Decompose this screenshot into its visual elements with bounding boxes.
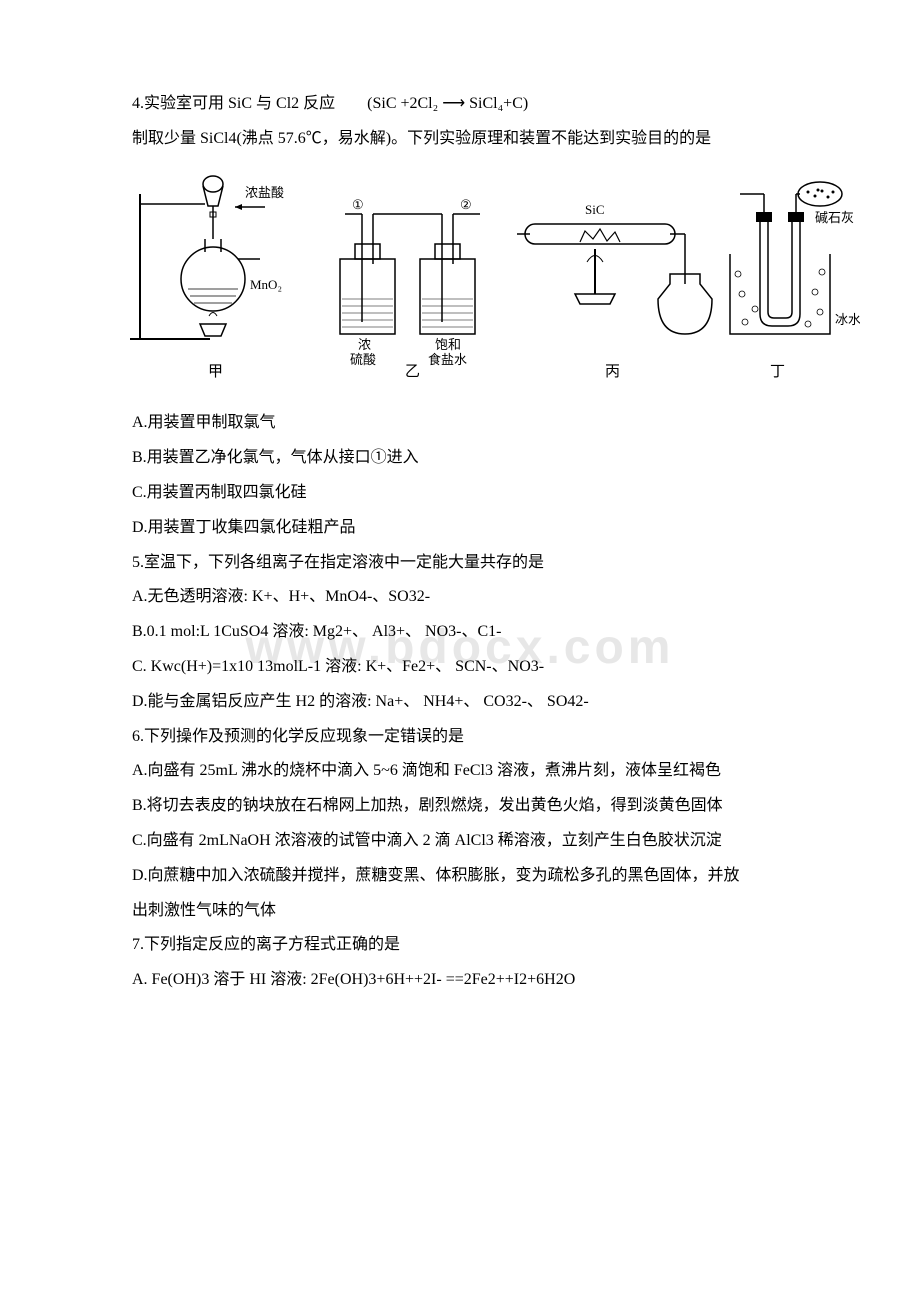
apparatus-jia: 浓盐酸 MnO₂ — [130, 176, 284, 339]
q5-optB: B.0.1 mol:L 1CuSO4 溶液: Mg2+、 Al3+、 NO3-、… — [40, 618, 880, 647]
q6-optA: A.向盛有 25mL 沸水的烧杯中滴入 5~6 滴饱和 FeCl3 溶液，煮沸片… — [40, 757, 880, 786]
label-jia: 甲 — [208, 364, 223, 379]
label-sic: SiC — [585, 202, 605, 217]
label-caoh: 碱石灰 — [815, 210, 854, 225]
label-yi: 乙 — [405, 364, 420, 379]
q4-optC: C.用装置丙制取四氯化硅 — [40, 479, 880, 508]
q4-equation: (SiC +2Cl₂ ⟶ SiCl₄+C) — [335, 90, 528, 119]
apparatus-yi: ① ② 浓 硫酸 饱和 食盐水 — [340, 197, 480, 367]
q4-diagrams: 浓盐酸 MnO₂ ① — [40, 164, 880, 390]
q5-optA: A.无色透明溶液: K+、H+、MnO4-、SO32- — [40, 583, 880, 612]
q7-optA: A. Fe(OH)3 溶于 HI 溶液: 2Fe(OH)3+6H++2I- ==… — [40, 966, 880, 995]
label-mno2: MnO₂ — [250, 277, 282, 292]
q6-stem: 6.下列操作及预测的化学反应现象一定错误的是 — [40, 723, 880, 752]
label-nacl-1: 饱和 — [435, 337, 461, 352]
q4-optD: D.用装置丁收集四氯化硅粗产品 — [40, 514, 880, 543]
q7-stem: 7.下列指定反应的离子方程式正确的是 — [40, 931, 880, 960]
q4-optB: B.用装置乙净化氯气，气体从接口①进入 — [40, 444, 880, 473]
q5-optC: C. Kwc(H+)=1x10 13molL-1 溶液: K+、Fe2+、 SC… — [40, 653, 880, 682]
apparatus-ding: 碱石灰 冰水 — [730, 182, 860, 334]
label-h2so4-1: 浓 — [358, 337, 371, 352]
label-ding: 丁 — [770, 364, 785, 379]
q6-optD2: 出刺激性气味的气体 — [40, 897, 880, 926]
apparatus-diagram: 浓盐酸 MnO₂ ① — [120, 164, 860, 379]
label-bing: 丙 — [605, 364, 620, 379]
label-port2: ② — [460, 197, 472, 212]
q6-optD: D.向蔗糖中加入浓硫酸并搅拌，蔗糖变黑、体积膨胀，变为疏松多孔的黑色固体，并放 — [40, 862, 880, 891]
apparatus-bing: SiC — [517, 202, 712, 334]
q4-line1: 4.实验室可用 SiC 与 Cl2 反应(SiC +2Cl₂ ⟶ SiCl₄+C… — [40, 90, 880, 119]
label-ice: 冰水 — [835, 312, 860, 327]
label-nacl-2: 食盐水 — [428, 352, 467, 367]
q6-optB: B.将切去表皮的钠块放在石棉网上加热，剧烈燃烧，发出黄色火焰，得到淡黄色固体 — [40, 792, 880, 821]
q4-line1-prefix: 4.实验室可用 SiC 与 Cl2 反应 — [132, 95, 335, 112]
q4-line2: 制取少量 SiCl4(沸点 57.6℃，易水解)。下列实验原理和装置不能达到实验… — [40, 125, 880, 154]
q5-stem: 5.室温下，下列各组离子在指定溶液中一定能大量共存的是 — [40, 549, 880, 578]
label-hcl: 浓盐酸 — [245, 185, 284, 200]
q6-optC: C.向盛有 2mLNaOH 浓溶液的试管中滴入 2 滴 AlCl3 稀溶液，立刻… — [40, 827, 880, 856]
label-port1: ① — [352, 197, 364, 212]
q5-optD: D.能与金属铝反应产生 H2 的溶液: Na+、 NH4+、 CO32-、 SO… — [40, 688, 880, 717]
label-h2so4-2: 硫酸 — [350, 352, 376, 367]
q4-optA: A.用装置甲制取氯气 — [40, 409, 880, 438]
